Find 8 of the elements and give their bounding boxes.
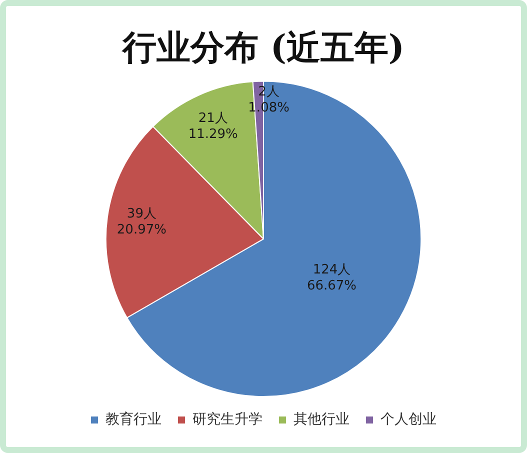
chart-title: 行业分布 (近五年)	[121, 28, 405, 68]
legend-label: 研究生升学	[192, 412, 262, 428]
legend-label: 教育行业	[106, 410, 162, 428]
legend-label: 其他行业	[294, 412, 350, 428]
data-label: 124人 66.67%	[306, 262, 357, 294]
data-label: 39人 20.97%	[116, 206, 166, 238]
legend-label: 个人创业	[380, 412, 436, 428]
data-label: 21人 11.29%	[188, 111, 238, 142]
